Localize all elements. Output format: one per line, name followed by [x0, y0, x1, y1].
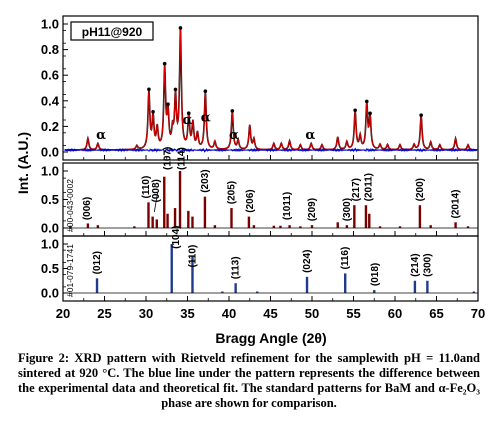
hkl-label: (018): [370, 263, 381, 286]
difference-line: [64, 147, 478, 153]
hkl-label: (110): [141, 176, 152, 199]
hkl-label: (006): [82, 197, 93, 220]
x-axis-title: Bragg Angle (2θ): [215, 330, 326, 346]
pdf-card-label: #00-043-0002: [65, 179, 75, 232]
observed-point: [364, 99, 369, 104]
observed-point: [147, 87, 151, 92]
x-tick-label: 50: [305, 306, 319, 321]
label-pointer-arrow: [153, 192, 159, 213]
hkl-label: (110): [187, 245, 198, 268]
hkl-label: (300): [342, 198, 353, 221]
hkl-label: (300): [422, 253, 433, 276]
y-tick-label: 0.5: [41, 261, 59, 276]
y-tick-label: 1.0: [41, 17, 59, 32]
observed-point: [230, 109, 235, 113]
observed-point: [203, 89, 208, 94]
hkl-label: (205): [226, 181, 237, 204]
figure-caption: Figure 2: XRD pattern with Rietveld refi…: [18, 351, 480, 410]
y-tick-label: 0.2: [41, 119, 59, 134]
hkl-label: (2014): [451, 190, 462, 219]
alpha-phase-marker: α: [229, 128, 239, 143]
x-tick-label: 30: [139, 306, 153, 321]
y-tick-label: 0.8: [41, 42, 59, 57]
x-tick-label: 25: [97, 306, 111, 321]
hkl-label: (1011): [282, 192, 293, 220]
y-tick-label: 0.4: [41, 93, 60, 108]
hkl-label: (200): [415, 178, 426, 201]
hkl-label: (107): [163, 147, 174, 170]
panel-BaM-reference: 0.0 0.5 1.0 (006) (110)(008)(107) (114) (203) (…: [41, 147, 479, 237]
alpha-phase-marker: α: [305, 128, 315, 143]
observed-point: [368, 111, 372, 116]
hkl-label: (114): [177, 147, 188, 170]
observed-point: [186, 111, 191, 116]
observed-point: [353, 108, 357, 113]
y-tick-label: 1.0: [41, 164, 59, 179]
observed-point: [173, 87, 178, 92]
hkl-label: (012): [92, 251, 103, 274]
hkl-label: (008): [151, 179, 162, 202]
x-tick-label: 45: [263, 306, 277, 321]
hkl-label: (206): [245, 189, 256, 212]
hkl-label: (113): [231, 256, 242, 279]
hkl-label: (214): [410, 253, 421, 276]
observed-point: [166, 102, 170, 107]
hkl-label: (2011): [363, 173, 374, 201]
observed-point: [151, 109, 155, 114]
alpha-phase-marker: α: [96, 128, 106, 143]
alpha-phase-marker: α: [201, 110, 211, 125]
x-tick-label: 65: [429, 306, 443, 321]
sample-label: pH11@920: [82, 25, 143, 39]
y-tick-label: 0.5: [41, 192, 59, 207]
observed-point: [178, 26, 183, 30]
panel-hematite-reference: 0.0 0.5 1.0 20 25 30 35 40 45 50 55 60 65 70 (012) (104…: [41, 226, 485, 321]
y-tick-label: 1.0: [41, 237, 59, 252]
hkl-label: (104): [171, 226, 182, 249]
y-tick-label: 0.6: [41, 68, 59, 83]
x-tick-label: 35: [180, 306, 194, 321]
sample-label-box: [70, 21, 154, 41]
hkl-label: (024): [302, 250, 313, 273]
x-tick-label: 20: [56, 306, 70, 321]
y-tick-label: 0.0: [41, 286, 59, 301]
hkl-label: (116): [340, 247, 351, 270]
calculated-pattern-line: [64, 29, 478, 151]
x-tick-label: 60: [388, 306, 402, 321]
x-tick-label: 40: [222, 306, 236, 321]
y-tick-label: 0.0: [41, 145, 59, 160]
observed-pattern-line: [64, 27, 478, 151]
observed-point: [162, 61, 167, 66]
y-tick-label: 0.0: [41, 221, 59, 236]
hkl-label: (217): [351, 178, 362, 201]
y-axis-title: Int. (A.U.): [15, 132, 31, 194]
x-tick-label: 70: [471, 306, 485, 321]
hkl-label: (203): [200, 169, 211, 192]
alpha-phase-marker: α: [182, 113, 192, 128]
x-tick-label: 55: [346, 306, 360, 321]
observed-point: [419, 113, 423, 117]
hkl-label: (209): [307, 198, 318, 221]
pdf-card-label: #01-079-1741: [65, 244, 75, 297]
